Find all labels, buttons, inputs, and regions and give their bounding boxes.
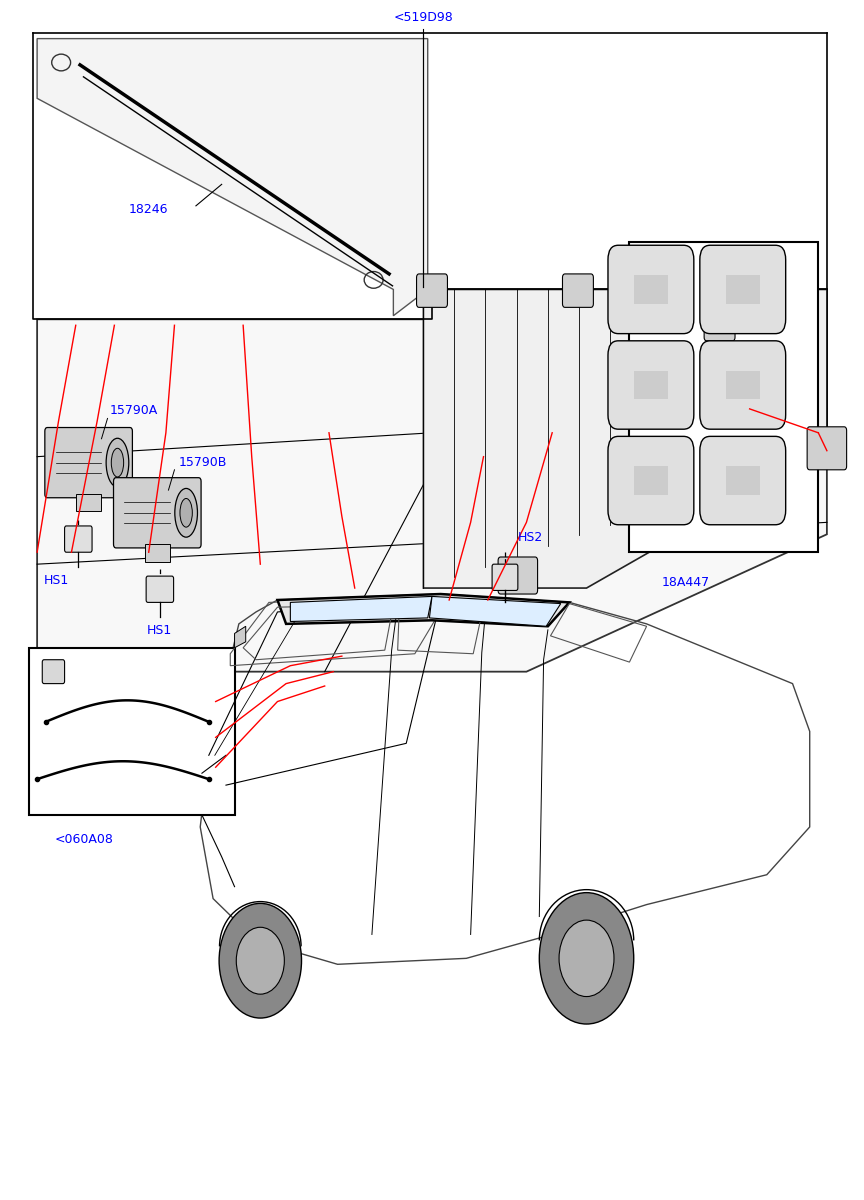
FancyBboxPatch shape xyxy=(113,478,201,548)
Bar xyxy=(726,467,760,494)
Circle shape xyxy=(539,893,633,1024)
FancyBboxPatch shape xyxy=(146,576,174,602)
FancyBboxPatch shape xyxy=(45,427,132,498)
Text: HS1: HS1 xyxy=(147,624,173,637)
Polygon shape xyxy=(423,289,827,588)
FancyBboxPatch shape xyxy=(492,564,518,590)
Ellipse shape xyxy=(106,438,129,487)
FancyBboxPatch shape xyxy=(807,427,847,470)
Bar xyxy=(633,275,668,304)
FancyBboxPatch shape xyxy=(65,526,92,552)
Bar xyxy=(552,469,591,522)
Bar xyxy=(475,469,513,522)
Bar xyxy=(552,361,591,415)
Text: HS1: HS1 xyxy=(43,574,68,587)
Bar xyxy=(76,494,101,511)
FancyBboxPatch shape xyxy=(562,274,594,307)
Text: 18246: 18246 xyxy=(129,203,168,216)
FancyBboxPatch shape xyxy=(42,660,65,684)
Bar xyxy=(591,361,630,415)
FancyBboxPatch shape xyxy=(704,307,735,341)
Text: 18A447: 18A447 xyxy=(661,576,709,589)
FancyBboxPatch shape xyxy=(700,437,785,524)
Circle shape xyxy=(559,920,614,996)
Text: 15790B: 15790B xyxy=(179,456,227,469)
FancyBboxPatch shape xyxy=(416,274,448,307)
Polygon shape xyxy=(37,289,827,672)
Bar xyxy=(591,469,630,522)
Text: scuderia: scuderia xyxy=(223,458,504,515)
Bar xyxy=(552,522,591,576)
Bar xyxy=(630,241,818,552)
Circle shape xyxy=(236,928,284,994)
Circle shape xyxy=(219,904,302,1018)
Text: <519D98: <519D98 xyxy=(393,11,454,24)
Bar xyxy=(475,522,513,576)
Bar xyxy=(633,371,668,400)
Ellipse shape xyxy=(180,498,193,527)
Bar xyxy=(475,361,513,415)
Bar xyxy=(726,275,760,304)
FancyBboxPatch shape xyxy=(608,341,694,430)
FancyBboxPatch shape xyxy=(499,557,537,594)
Polygon shape xyxy=(429,596,561,626)
Bar xyxy=(513,415,552,469)
Text: parts: parts xyxy=(346,517,518,575)
Bar xyxy=(475,415,513,469)
Bar xyxy=(633,467,668,494)
Ellipse shape xyxy=(111,449,124,476)
FancyBboxPatch shape xyxy=(608,245,694,334)
Polygon shape xyxy=(234,626,245,648)
Bar xyxy=(591,522,630,576)
Polygon shape xyxy=(290,596,432,622)
Bar xyxy=(726,371,760,400)
FancyBboxPatch shape xyxy=(608,437,694,524)
Bar xyxy=(552,415,591,469)
Text: 15790A: 15790A xyxy=(110,404,158,418)
Bar xyxy=(513,361,552,415)
Text: HS2: HS2 xyxy=(518,532,543,545)
Polygon shape xyxy=(37,38,428,316)
Bar xyxy=(29,648,234,815)
Text: <060A08: <060A08 xyxy=(55,833,114,846)
Bar xyxy=(513,469,552,522)
Bar xyxy=(513,522,552,576)
Polygon shape xyxy=(277,594,569,626)
FancyBboxPatch shape xyxy=(700,245,785,334)
Ellipse shape xyxy=(175,488,198,538)
Bar xyxy=(591,415,630,469)
FancyBboxPatch shape xyxy=(700,341,785,430)
Bar xyxy=(145,545,169,562)
